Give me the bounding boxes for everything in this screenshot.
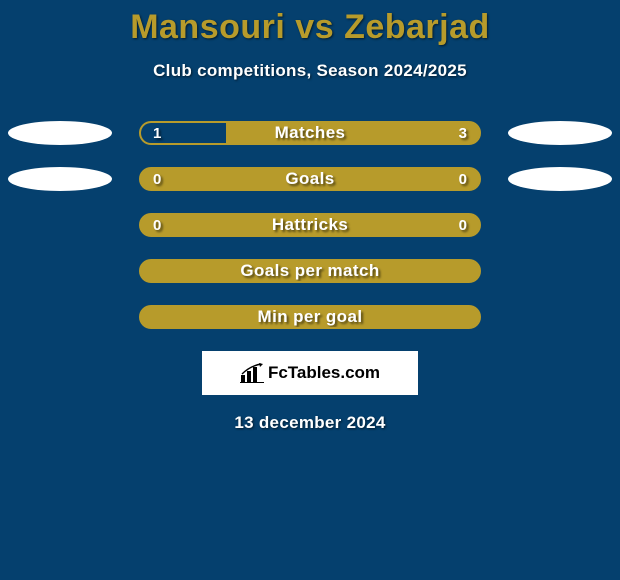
stat-row: Hattricks0 0 (0, 213, 620, 237)
title-player-left: Mansouri (130, 8, 285, 46)
stat-rows: Matches13Goals00Hattricks00Goals per mat… (0, 121, 620, 329)
stat-value-right: 0 (459, 217, 467, 234)
title-vs: vs (295, 8, 334, 46)
stat-value-left: 0 (153, 217, 161, 234)
player-marker-right (508, 167, 612, 191)
footer-date: 13 december 2024 (0, 413, 620, 433)
bar-chart-icon (240, 363, 264, 383)
stat-label: Min per goal (141, 307, 479, 327)
stat-row: Matches1 3 (0, 121, 620, 145)
branding-text: FcTables.com (268, 363, 380, 383)
subtitle: Club competitions, Season 2024/2025 (0, 61, 620, 81)
stat-label: Goals per match (141, 261, 479, 281)
stat-bar: Hattricks0 0 (139, 213, 481, 237)
page-title: Mansouri vs Zebarjad (0, 0, 620, 47)
stat-bar: Matches1 3 (139, 121, 481, 145)
player-marker-left (8, 121, 112, 145)
player-marker-right (508, 121, 612, 145)
stat-label: Goals (141, 169, 479, 189)
player-marker-left (8, 167, 112, 191)
comparison-infographic: Mansouri vs Zebarjad Club competitions, … (0, 0, 620, 580)
title-player-right: Zebarjad (344, 8, 490, 46)
branding-box: FcTables.com (202, 351, 418, 395)
stat-row: Goals per match (0, 259, 620, 283)
stat-value-right: 0 (459, 171, 467, 188)
stat-value-left: 0 (153, 171, 161, 188)
stat-row: Goals0 0 (0, 167, 620, 191)
stat-label: Matches (141, 123, 479, 143)
stat-value-left: 1 (153, 125, 161, 142)
stat-value-right: 3 (459, 125, 467, 142)
stat-row: Min per goal (0, 305, 620, 329)
stat-label: Hattricks (141, 215, 479, 235)
stat-bar: Min per goal (139, 305, 481, 329)
stat-bar: Goals per match (139, 259, 481, 283)
stat-bar: Goals0 0 (139, 167, 481, 191)
